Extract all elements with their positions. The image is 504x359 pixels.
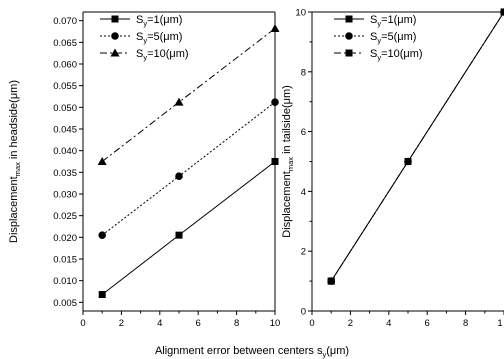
y-tick-label: 0.045 (53, 125, 77, 136)
data-point-marker (175, 231, 183, 239)
legend-marker (111, 32, 119, 40)
x-tick-label: 8 (463, 318, 468, 329)
y-tick-label: 8 (301, 67, 306, 78)
data-point-marker (500, 8, 504, 16)
x-tick-label: 2 (119, 318, 124, 329)
y-tick-label: 0.055 (53, 81, 77, 92)
y-tick-label: 2 (301, 247, 306, 258)
y-axis-label: Displacementmax in tailside(μm) (281, 85, 295, 238)
x-tick-label: 6 (196, 318, 201, 329)
y-tick-label: 0.065 (53, 38, 77, 49)
data-point-marker (327, 277, 335, 285)
y-tick-label: 4 (301, 187, 306, 198)
legend-marker (345, 15, 353, 23)
legend-label: Sy=10(μm) (370, 48, 423, 62)
series-line (101, 101, 276, 236)
y-tick-label: 0.015 (53, 255, 77, 266)
legend-marker (110, 48, 120, 57)
series-line (101, 161, 276, 295)
y-tick-label: 0.010 (53, 276, 77, 287)
x-tick-label: 4 (157, 318, 162, 329)
x-axis-label: Alignment error between centers sy(μm) (155, 345, 349, 359)
legend-label: Sy=1(μm) (136, 14, 182, 28)
data-point-marker (271, 98, 279, 106)
data-point-marker (271, 158, 279, 165)
data-point-marker (174, 97, 184, 106)
y-tick-label: 0 (301, 307, 306, 318)
legend-label: Sy=1(μm) (370, 14, 416, 28)
data-point-marker (270, 23, 280, 32)
y-tick-label: 0.005 (53, 298, 77, 309)
x-tick-label: 1 (497, 318, 502, 329)
x-tick-label: 0 (309, 318, 314, 329)
y-tick-label: 0.025 (53, 211, 77, 222)
y-tick-label: 6 (301, 127, 306, 138)
legend-label: Sy=5(μm) (136, 31, 182, 45)
x-tick-label: 2 (348, 318, 353, 329)
x-tick-label: 4 (386, 318, 391, 329)
data-point-marker (98, 231, 106, 239)
legend-label: Sy=10(μm) (136, 48, 189, 62)
data-point-marker (98, 291, 106, 299)
data-point-marker (175, 172, 183, 181)
legend-marker (111, 15, 119, 23)
legend-marker (345, 32, 353, 40)
y-tick-label: 0.040 (53, 146, 77, 157)
series-line (101, 28, 276, 162)
y-tick-label: 0.050 (53, 103, 77, 114)
y-tick-label: 0.020 (53, 233, 77, 244)
legend-label: Sy=5(μm) (370, 31, 416, 45)
series-line (330, 11, 504, 282)
y-axis-label: Displacementmax in headside(μm) (8, 80, 22, 243)
legend-marker (345, 49, 353, 57)
x-tick-label: 8 (234, 318, 239, 329)
headside-chart: 0 2 4 6 8 10 0.005 0.010 0.015 0.020 0.025 0.030 0.0… (8, 11, 281, 329)
data-point-marker (404, 158, 412, 165)
x-tick-label: 0 (80, 318, 85, 329)
x-tick-label: 10 (270, 318, 281, 329)
data-point-marker (97, 157, 107, 165)
y-tick-label: 0.035 (53, 168, 77, 179)
y-tick-label: 10 (295, 8, 306, 19)
x-tick-label: 6 (425, 318, 430, 329)
y-tick-label: 0.070 (53, 16, 77, 27)
y-tick-label: 0.030 (53, 190, 77, 201)
y-tick-label: 0.060 (53, 60, 77, 71)
